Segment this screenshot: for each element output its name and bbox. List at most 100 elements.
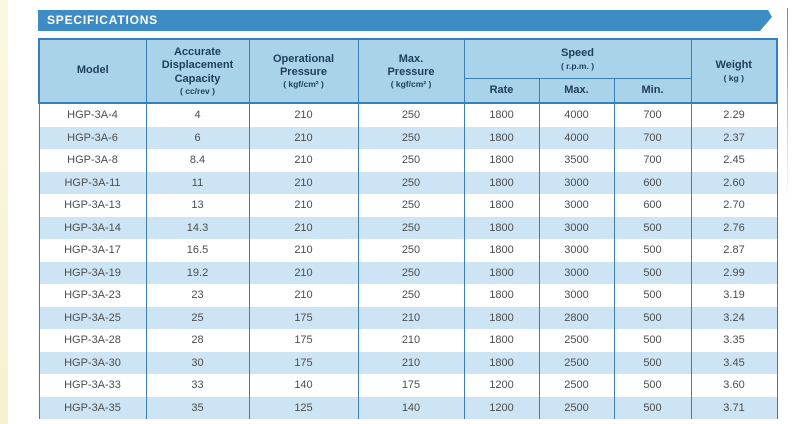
operational-pressure-cell: 210: [248, 126, 359, 149]
max-pressure-cell: 250: [357, 216, 465, 239]
table-header: Model Accurate Displacement Capacity ( c…: [38, 38, 778, 104]
capacity-cell: 30: [145, 351, 250, 374]
max-pressure-cell: 250: [357, 149, 465, 172]
header-operational-pressure: Operational Pressure ( kgf/cm² ): [248, 38, 359, 104]
operational-pressure-cell: 210: [248, 261, 359, 284]
header-capacity-unit: ( cc/rev ): [180, 86, 215, 97]
weight-cell: 2.45: [690, 149, 778, 172]
operational-pressure-cell: 175: [248, 329, 359, 352]
header-speed-rate: Rate: [463, 78, 540, 104]
speed-rate-cell: 1800: [463, 149, 540, 172]
header-row-2: Rate Max. Min.: [39, 78, 777, 104]
header-speed-unit: ( r.p.m. ): [560, 60, 595, 71]
page-scan-line: [787, 8, 788, 200]
weight-cell: 2.99: [690, 261, 778, 284]
max-pressure-cell: 140: [357, 396, 465, 419]
header-speed-rate-label: Rate: [489, 83, 514, 96]
model-cell: HGP-3A-14: [38, 216, 147, 239]
speed-min-cell: 500: [613, 374, 692, 397]
model-cell: HGP-3A-30: [38, 351, 147, 374]
speed-min-cell: 600: [613, 194, 692, 217]
header-row-1: Model Accurate Displacement Capacity ( c…: [38, 38, 778, 104]
header-operational-pressure-label: Operational Pressure: [272, 52, 335, 78]
speed-max-cell: 3500: [538, 149, 615, 172]
capacity-cell: 28: [145, 329, 250, 352]
model-cell: HGP-3A-23: [38, 284, 147, 307]
header-weight-unit: ( kg ): [723, 72, 744, 83]
table-row: HGP-3A-4 4 210 250 1800 4000 700 2.29: [38, 103, 778, 127]
speed-rate-cell: 1800: [463, 126, 540, 149]
page-edge-strip: [0, 0, 8, 424]
capacity-cell: 16.5: [145, 239, 250, 262]
operational-pressure-cell: 210: [248, 239, 359, 262]
speed-rate-cell: 1200: [463, 374, 540, 397]
table-row: HGP-3A-8 8.4 210 250 1800 3500 700 2.45: [38, 149, 778, 172]
speed-rate-cell: 1800: [463, 239, 540, 262]
weight-cell: 2.60: [690, 171, 778, 194]
speed-min-cell: 500: [613, 284, 692, 307]
speed-min-cell: 600: [613, 171, 692, 194]
capacity-cell: 11: [145, 171, 250, 194]
weight-cell: 3.35: [690, 329, 778, 352]
header-model: Model: [38, 38, 147, 104]
operational-pressure-cell: 210: [248, 149, 359, 172]
model-cell: HGP-3A-6: [38, 126, 147, 149]
model-cell: HGP-3A-11: [38, 171, 147, 194]
model-cell: HGP-3A-19: [38, 261, 147, 284]
header-max-pressure: Max. Pressure ( kgf/cm² ): [357, 38, 465, 104]
section-title: SPECIFICATIONS: [47, 13, 158, 27]
max-pressure-cell: 250: [357, 103, 465, 127]
speed-max-cell: 2500: [538, 374, 615, 397]
max-pressure-cell: 250: [357, 284, 465, 307]
header-max-pressure-label: Max. Pressure: [387, 52, 435, 78]
max-pressure-cell: 250: [357, 239, 465, 262]
speed-min-cell: 500: [613, 396, 692, 419]
weight-cell: 2.37: [690, 126, 778, 149]
max-pressure-cell: 210: [357, 306, 465, 329]
speed-min-cell: 500: [613, 261, 692, 284]
speed-rate-cell: 1800: [463, 216, 540, 239]
model-cell: HGP-3A-25: [38, 306, 147, 329]
weight-cell: 3.60: [690, 374, 778, 397]
speed-rate-cell: 1800: [463, 284, 540, 307]
speed-rate-cell: 1800: [463, 306, 540, 329]
table-row: HGP-3A-35 35 125 140 1200 2500 500 3.71: [38, 396, 778, 419]
speed-min-cell: 500: [613, 216, 692, 239]
table-row: HGP-3A-11 11 210 250 1800 3000 600 2.60: [38, 171, 778, 194]
header-speed-label: Speed: [560, 47, 594, 60]
max-pressure-cell: 250: [357, 261, 465, 284]
model-cell: HGP-3A-8: [38, 149, 147, 172]
speed-max-cell: 3000: [538, 284, 615, 307]
speed-rate-cell: 1800: [463, 194, 540, 217]
operational-pressure-cell: 210: [248, 171, 359, 194]
model-cell: HGP-3A-13: [38, 194, 147, 217]
table-row: HGP-3A-28 28 175 210 1800 2500 500 3.35: [38, 329, 778, 352]
table-row: HGP-3A-23 23 210 250 1800 3000 500 3.19: [38, 284, 778, 307]
speed-max-cell: 2500: [538, 329, 615, 352]
specifications-table-container: Model Accurate Displacement Capacity ( c…: [38, 38, 778, 419]
speed-max-cell: 3000: [538, 194, 615, 217]
speed-max-cell: 4000: [538, 126, 615, 149]
speed-max-cell: 3000: [538, 239, 615, 262]
header-capacity-label: Accurate Displacement Capacity: [161, 45, 234, 85]
table-row: HGP-3A-13 13 210 250 1800 3000 600 2.70: [38, 194, 778, 217]
specifications-table: Model Accurate Displacement Capacity ( c…: [38, 38, 778, 419]
operational-pressure-cell: 210: [248, 284, 359, 307]
operational-pressure-cell: 210: [248, 216, 359, 239]
weight-cell: 3.19: [690, 284, 778, 307]
operational-pressure-cell: 175: [248, 351, 359, 374]
capacity-cell: 33: [145, 374, 250, 397]
speed-rate-cell: 1800: [463, 103, 540, 127]
speed-max-cell: 4000: [538, 103, 615, 127]
weight-cell: 2.70: [690, 194, 778, 217]
capacity-cell: 19.2: [145, 261, 250, 284]
weight-cell: 2.76: [690, 216, 778, 239]
operational-pressure-cell: 210: [248, 194, 359, 217]
header-max-pressure-unit: ( kgf/cm² ): [390, 79, 432, 90]
model-cell: HGP-3A-17: [38, 239, 147, 262]
weight-cell: 2.29: [690, 103, 778, 127]
capacity-cell: 25: [145, 306, 250, 329]
model-cell: HGP-3A-28: [38, 329, 147, 352]
max-pressure-cell: 250: [357, 171, 465, 194]
speed-max-cell: 3000: [538, 216, 615, 239]
